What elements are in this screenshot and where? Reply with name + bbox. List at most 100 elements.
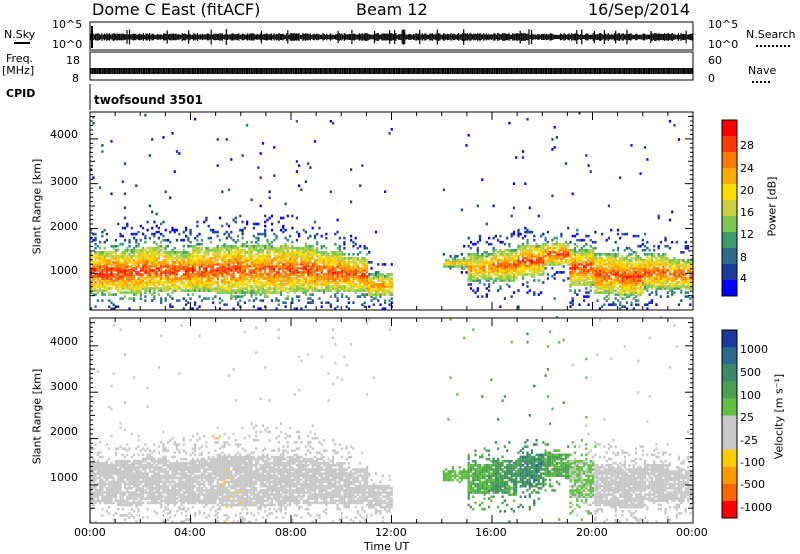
nsky-bar bbox=[410, 34, 411, 40]
scatter-cell bbox=[156, 247, 158, 250]
scatter-cell bbox=[291, 271, 293, 274]
scatter-cell bbox=[569, 267, 571, 270]
scatter-cell bbox=[499, 263, 501, 266]
scatter-cell bbox=[495, 277, 497, 280]
scatter-cell bbox=[364, 293, 366, 296]
nsky-bar bbox=[542, 34, 543, 40]
scatter-cell bbox=[312, 293, 314, 296]
nsky-bar bbox=[516, 34, 517, 41]
freq-bar bbox=[521, 68, 522, 74]
freq-bar bbox=[665, 68, 666, 74]
nsky-bar bbox=[652, 33, 653, 41]
scatter-cell bbox=[551, 239, 553, 242]
freq-bar bbox=[515, 68, 516, 74]
scatter-cell bbox=[160, 287, 162, 290]
scatter-cell bbox=[199, 295, 201, 298]
freq-bar bbox=[378, 68, 379, 74]
scatter-cell bbox=[581, 267, 583, 270]
nsky-bar bbox=[394, 30, 395, 44]
freq-bar bbox=[601, 68, 602, 74]
scatter-cell bbox=[214, 269, 216, 272]
scatter-cell bbox=[524, 257, 526, 260]
freq-bar bbox=[609, 68, 610, 74]
scatter-cell bbox=[165, 229, 167, 232]
scatter-cell bbox=[563, 271, 565, 274]
scatter-cell bbox=[149, 154, 151, 157]
scatter-cell bbox=[583, 279, 585, 282]
scatter-cell bbox=[513, 291, 515, 294]
scatter-cell bbox=[312, 299, 314, 302]
scatter-cell bbox=[262, 245, 264, 248]
scatter-cell bbox=[312, 285, 314, 288]
scatter-cell bbox=[185, 227, 187, 230]
scatter-cell bbox=[556, 136, 558, 139]
scatter-cell bbox=[255, 297, 257, 300]
scatter-cell bbox=[196, 271, 198, 274]
freq-bar bbox=[369, 68, 370, 74]
nsky-bar bbox=[206, 34, 207, 39]
scatter-cell bbox=[386, 273, 388, 276]
scatter-cell bbox=[318, 283, 320, 286]
freq-bar bbox=[523, 68, 524, 74]
scatter-cell bbox=[260, 281, 262, 284]
scatter-cell bbox=[167, 239, 169, 242]
scatter-cell bbox=[339, 237, 341, 240]
scatter-cell bbox=[162, 235, 164, 238]
scatter-cell bbox=[122, 261, 124, 264]
scatter-cell bbox=[357, 257, 359, 260]
scatter-cell bbox=[228, 245, 230, 248]
nsky-bar bbox=[214, 34, 215, 41]
nsky-bar bbox=[383, 34, 384, 41]
scatter-cell bbox=[160, 297, 162, 300]
scatter-cell bbox=[140, 239, 142, 242]
scatter-cell bbox=[142, 247, 144, 250]
scatter-cell bbox=[517, 305, 519, 308]
scatter-cell bbox=[260, 299, 262, 302]
nsky-bar bbox=[566, 35, 567, 39]
freq-bar bbox=[178, 68, 179, 74]
freq-bar bbox=[174, 68, 175, 74]
freq-bar bbox=[425, 68, 426, 74]
scatter-cell bbox=[355, 257, 357, 260]
scatter-cell bbox=[271, 275, 273, 278]
scatter-cell bbox=[325, 263, 327, 266]
scatter-cell bbox=[124, 207, 126, 210]
scatter-cell bbox=[237, 235, 239, 238]
freq-bar bbox=[261, 68, 262, 74]
scatter-cell bbox=[318, 251, 320, 254]
nsky-bar bbox=[580, 34, 581, 40]
freq-bar bbox=[481, 68, 482, 74]
nsky-bar bbox=[683, 34, 684, 40]
scatter-cell bbox=[529, 289, 531, 292]
nsky-bar bbox=[508, 33, 509, 41]
nsky-bar bbox=[330, 33, 331, 40]
freq-bar bbox=[626, 68, 627, 74]
scatter-cell bbox=[133, 247, 135, 250]
scatter-cell bbox=[183, 289, 185, 292]
scatter-cell bbox=[556, 271, 558, 274]
scatter-cell bbox=[533, 239, 535, 242]
scatter-cell bbox=[606, 263, 608, 266]
scatter-cell bbox=[567, 277, 569, 280]
freq-bar bbox=[232, 68, 233, 74]
freq-bar bbox=[476, 68, 477, 74]
freq-bar bbox=[292, 68, 293, 74]
scatter-cell bbox=[346, 285, 348, 288]
nsky-bar bbox=[304, 34, 305, 40]
nsky-bar bbox=[247, 33, 248, 40]
scatter-cell bbox=[101, 265, 103, 268]
scatter-cell bbox=[228, 233, 230, 236]
freq-bar bbox=[167, 68, 168, 74]
scatter-cell bbox=[339, 245, 341, 248]
scatter-cell bbox=[122, 291, 124, 294]
freq-bar bbox=[429, 68, 430, 74]
nsky-bar bbox=[434, 34, 435, 39]
scatter-cell bbox=[185, 251, 187, 254]
scatter-cell bbox=[237, 301, 239, 304]
scatter-cell bbox=[212, 229, 214, 232]
scatter-cell bbox=[291, 277, 293, 280]
nsky-bar bbox=[358, 34, 359, 39]
nsky-bar bbox=[515, 34, 516, 41]
scatter-cell bbox=[156, 285, 158, 288]
scatter-cell bbox=[158, 279, 160, 282]
